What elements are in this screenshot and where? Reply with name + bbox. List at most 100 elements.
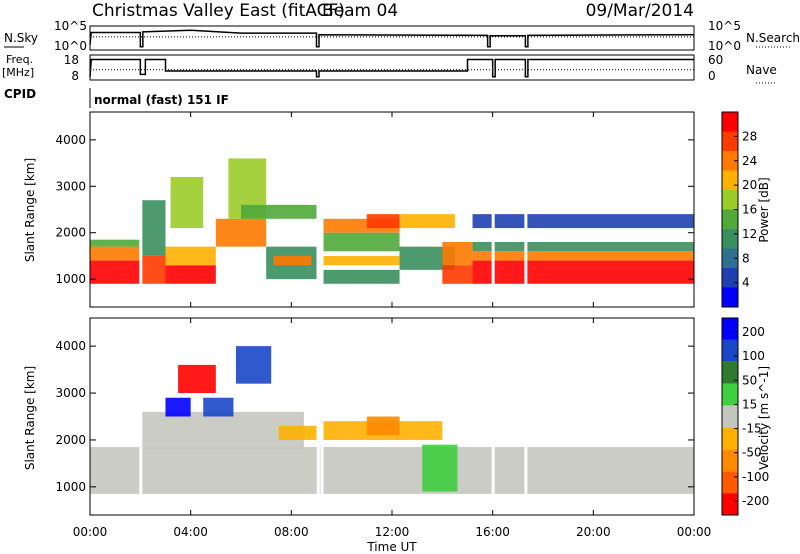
colorbar-tick-label: 200 — [742, 325, 765, 339]
colorbar-frame — [721, 317, 739, 516]
freq-series — [89, 58, 694, 78]
data-band — [273, 255, 312, 266]
colorbar-tick-label: -50 — [742, 446, 762, 460]
data-band — [140, 200, 166, 256]
colorbar-segment — [722, 339, 738, 362]
colorbar-tick-label: 4 — [742, 276, 750, 290]
colorbar-tick-label: 15 — [742, 397, 757, 411]
date-label: 09/Mar/2014 — [586, 1, 694, 21]
ytick-label: 3000 — [55, 179, 86, 193]
nsky-label: N.Sky — [4, 31, 38, 45]
colorbar-tick-label: 16 — [742, 203, 757, 217]
velocity-ylabel: Slant Range [km] — [23, 366, 37, 470]
colorbar-tick-label: 12 — [742, 227, 757, 241]
velocity-bands — [90, 346, 694, 494]
ytick-label: 2000 — [55, 226, 86, 240]
colorbar-segment — [722, 287, 738, 307]
power-bands — [90, 158, 694, 284]
data-band — [472, 260, 694, 284]
data-band — [321, 269, 400, 284]
colorbar-tick-label: 20 — [742, 178, 757, 192]
colorbar-segment — [722, 493, 738, 515]
nave-tick-top: 60 — [708, 53, 723, 67]
freq-tick-top: 18 — [64, 53, 79, 67]
data-band — [422, 444, 458, 492]
data-band — [472, 251, 694, 261]
xaxis-label: Time UT — [366, 540, 417, 554]
data-band — [366, 416, 400, 436]
data-band — [215, 218, 267, 247]
data-band — [235, 346, 272, 384]
xtick-label: 12:00 — [375, 525, 410, 539]
nsky-tick-bottom: 10^0 — [54, 39, 87, 53]
data-band — [90, 246, 141, 261]
colorbar-segment — [722, 318, 738, 340]
colorbar-segment — [722, 405, 738, 428]
colorbar-tick-label: -100 — [742, 470, 769, 484]
ytick-label: 4000 — [55, 339, 86, 353]
colorbar-segment — [722, 427, 738, 450]
data-band — [399, 246, 455, 270]
nave-label: Nave — [746, 63, 777, 77]
colorbar-tick-label: 50 — [742, 373, 757, 387]
data-gap — [491, 112, 495, 307]
data-band — [140, 411, 304, 450]
chart-title: Christmas Valley East (fitACF) — [92, 1, 345, 21]
ytick-label: 2000 — [55, 433, 86, 447]
data-band — [321, 255, 400, 266]
nsky-strip: N.Sky 10^5 10^0 10^5 10^0 N.Search — [4, 19, 800, 53]
power-data-gaps — [139, 112, 528, 307]
velocity-data-gaps — [139, 318, 528, 515]
velocity-yaxis: 1000 2000 3000 4000 — [55, 339, 694, 494]
data-band — [165, 397, 191, 417]
power-colorbar: 4 8 12 16 20 24 28 — [721, 111, 757, 308]
data-band — [321, 232, 400, 252]
colorbar-tick-label: 8 — [742, 251, 750, 265]
data-gap — [524, 318, 528, 515]
colorbar-segment — [722, 449, 738, 472]
ytick-label: 3000 — [55, 386, 86, 400]
nave-tick-bottom: 0 — [708, 69, 716, 83]
data-band — [442, 265, 473, 284]
beam-label: Beam 04 — [322, 1, 398, 21]
nsearch-tick-top: 10^5 — [708, 19, 741, 33]
data-band — [278, 425, 317, 440]
xtick-label: 04:00 — [173, 525, 208, 539]
xtick-label: 08:00 — [274, 525, 309, 539]
colorbar-tick-label: 24 — [742, 154, 757, 168]
data-band — [165, 246, 216, 266]
colorbar-segment — [722, 209, 738, 229]
colorbar-segment — [722, 131, 738, 151]
nsky-series — [89, 29, 695, 48]
data-band — [178, 364, 216, 394]
data-band — [165, 265, 216, 284]
colorbar-segment — [722, 471, 738, 494]
colorbar-segment — [722, 248, 738, 268]
colorbar-segment — [722, 268, 738, 288]
data-band — [90, 260, 141, 284]
freq-label: Freq. — [6, 53, 33, 66]
data-gap — [139, 112, 143, 307]
data-band — [472, 242, 694, 252]
data-band — [203, 397, 234, 417]
data-band — [90, 239, 141, 247]
time-axis: 00:00 04:00 08:00 12:00 16:00 20:00 00:00 — [73, 112, 711, 539]
freq-strip: Freq. [MHz] 18 8 60 0 Nave CPID normal (… — [2, 53, 777, 108]
colorbar-segment — [722, 190, 738, 210]
xtick-label: 20:00 — [576, 525, 611, 539]
data-band — [90, 446, 694, 494]
power-yaxis: 1000 2000 3000 4000 — [55, 133, 694, 286]
colorbar-segment — [722, 170, 738, 190]
data-gap — [320, 112, 324, 307]
data-band — [366, 214, 400, 229]
data-gap — [320, 318, 324, 515]
nsearch-label: N.Search — [746, 31, 800, 45]
colorbar-segment — [722, 361, 738, 384]
data-gap — [316, 318, 320, 515]
colorbar-tick-label: -15 — [742, 422, 762, 436]
velocity-colorbar-label: Velocity [m s^-1] — [757, 366, 771, 470]
power-colorbar-label: Power [dB] — [757, 177, 771, 242]
nsky-frame — [89, 25, 695, 51]
colorbar-tick-label: 28 — [742, 129, 757, 143]
